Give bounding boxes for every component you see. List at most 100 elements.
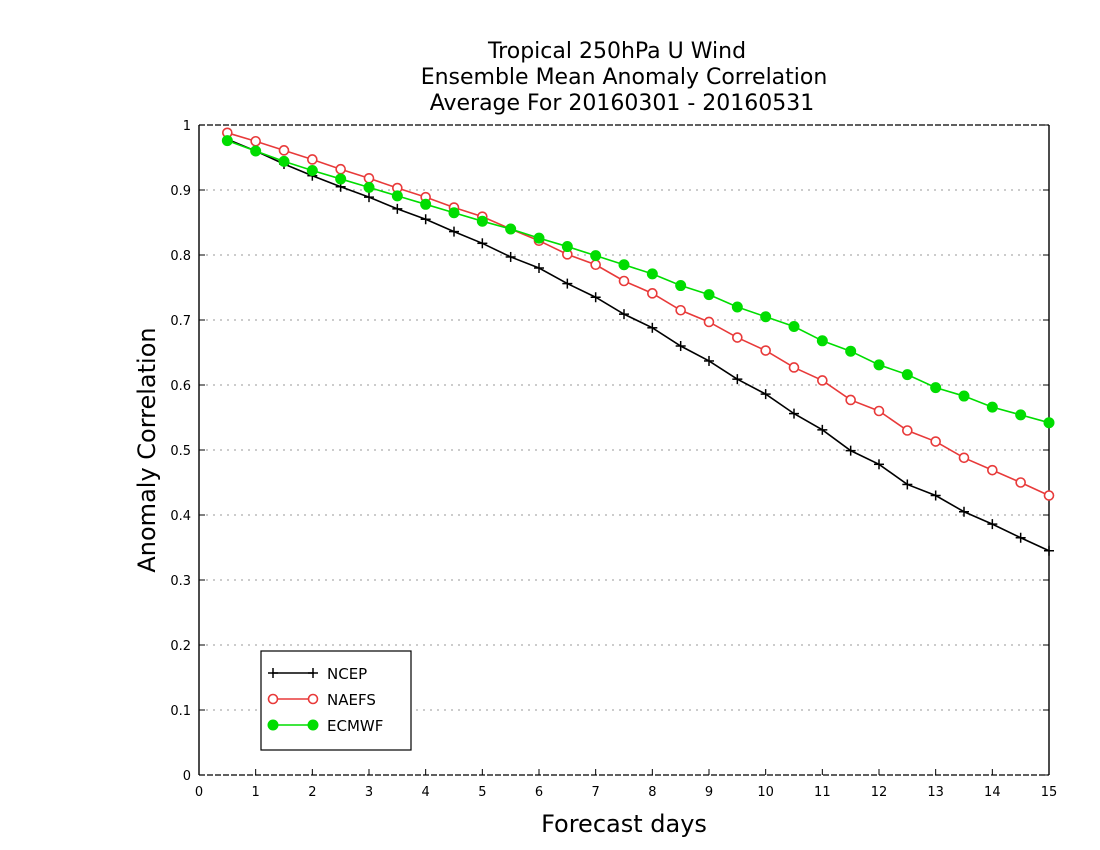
point-ecmwf-26	[958, 390, 970, 402]
point-naefs-16	[675, 304, 686, 316]
point-ecmwf-21	[816, 335, 828, 347]
point-ecmwf-19	[760, 311, 772, 323]
point-ecmwf-13	[590, 250, 602, 262]
legend-box	[260, 650, 412, 751]
point-naefs-26	[958, 452, 970, 464]
point-ncep-20	[789, 408, 799, 419]
point-ecmwf-0	[221, 135, 233, 147]
point-naefs-4	[335, 163, 346, 175]
point-ncep-11	[534, 263, 544, 273]
legend-marker-end-naefs	[307, 693, 319, 705]
point-ecmwf-2	[278, 155, 290, 167]
x-tick-label-15: 15	[1041, 785, 1058, 800]
x-axis-label: Forecast days	[541, 810, 707, 838]
legend-marker-end-ecmwf	[307, 719, 319, 731]
point-naefs-2	[278, 145, 290, 156]
point-ecmwf-3	[306, 165, 318, 176]
x-tick-label-1: 1	[252, 785, 260, 800]
point-ecmwf-29	[1043, 417, 1055, 429]
point-ecmwf-18	[731, 301, 743, 313]
point-naefs-1	[250, 135, 261, 147]
x-tick-label-11: 11	[814, 785, 831, 800]
x-tick-label-2: 2	[308, 785, 316, 800]
point-ecmwf-4	[335, 173, 347, 185]
legend-label-ecmwf: ECMWF	[327, 717, 383, 735]
legend-marker-start-naefs	[267, 693, 279, 705]
point-naefs-22	[845, 394, 856, 406]
y-tick-label-10: 1	[183, 119, 191, 134]
point-ecmwf-11	[533, 232, 545, 244]
x-tick-label-7: 7	[592, 785, 600, 800]
legend-marker-start-ncep	[268, 668, 278, 678]
x-tick-label-8: 8	[648, 785, 656, 800]
x-tick-label-6: 6	[535, 785, 543, 800]
point-naefs-14	[618, 275, 630, 287]
point-naefs-23	[873, 405, 885, 417]
point-ncep-14	[619, 309, 629, 320]
point-naefs-28	[1015, 477, 1026, 488]
x-tick-label-0: 0	[195, 785, 203, 800]
point-ncep-13	[590, 292, 601, 303]
y-tick-label-2: 0.2	[170, 639, 191, 654]
x-tick-label-5: 5	[478, 785, 486, 800]
y-axis-label: Anomaly Correlation	[133, 327, 161, 572]
point-ncep-28	[1015, 532, 1026, 543]
point-ncep-21	[817, 424, 828, 435]
point-ncep-27	[987, 519, 998, 530]
series-line-ncep	[227, 138, 1050, 552]
point-naefs-13	[590, 259, 601, 271]
point-naefs-19	[760, 345, 771, 356]
point-naefs-17	[703, 316, 715, 328]
point-ecmwf-5	[363, 181, 375, 193]
y-tick-label-1: 0.1	[170, 704, 191, 719]
point-ecmwf-7	[420, 198, 432, 210]
point-ncep-17	[704, 355, 714, 366]
point-ncep-12	[562, 278, 573, 289]
point-ncep-22	[845, 445, 856, 456]
title-line-2: Ensemble Mean Anomaly Correlation	[421, 65, 828, 90]
point-naefs-21	[817, 375, 828, 386]
point-ncep-19	[760, 389, 771, 400]
y-tick-label-4: 0.4	[170, 509, 191, 524]
point-ecmwf-24	[901, 369, 913, 381]
y-tick-label-0: 0	[183, 769, 191, 784]
point-ecmwf-12	[561, 241, 573, 253]
y-tick-label-7: 0.7	[170, 314, 191, 329]
x-tick-label-12: 12	[871, 785, 888, 800]
legend-label-naefs: NAEFS	[327, 691, 376, 709]
point-naefs-29	[1043, 490, 1055, 501]
series-naefs	[222, 127, 1055, 501]
point-ncep-26	[959, 506, 969, 517]
y-tick-label-6: 0.6	[170, 379, 191, 394]
axes: 00.10.20.30.40.50.60.70.80.910 1 2 3 4 5 6 7 8 9 1…	[170, 119, 1057, 800]
point-naefs-18	[732, 332, 743, 343]
point-ecmwf-17	[703, 289, 715, 301]
point-ncep-29	[1044, 545, 1054, 556]
legend-marker-start-ecmwf	[267, 719, 279, 731]
point-ncep-10	[505, 251, 516, 262]
point-naefs-5	[363, 173, 375, 184]
legend-label-ncep: NCEP	[327, 665, 367, 683]
point-ncep-5	[364, 192, 374, 203]
point-ecmwf-22	[845, 345, 857, 357]
point-ecmwf-27	[986, 401, 998, 413]
point-ncep-15	[647, 322, 658, 333]
series-ecmwf	[221, 135, 1055, 429]
point-naefs-25	[930, 436, 941, 447]
series-line-naefs	[227, 132, 1050, 497]
point-ecmwf-1	[250, 145, 262, 157]
point-ecmwf-10	[505, 223, 517, 235]
point-ecmwf-8	[448, 207, 460, 219]
point-ncep-7	[420, 214, 431, 225]
point-ncep-25	[930, 490, 941, 501]
point-naefs-24	[902, 425, 913, 436]
point-ecmwf-20	[788, 321, 800, 332]
x-tick-label-9: 9	[705, 785, 713, 800]
y-tick-label-3: 0.3	[170, 574, 191, 589]
x-tick-label-14: 14	[984, 785, 1001, 800]
point-naefs-27	[987, 464, 998, 476]
point-ecmwf-9	[476, 215, 488, 227]
x-tick-label-10: 10	[757, 785, 774, 800]
title-line-3: Average For 20160301 - 20160531	[430, 91, 815, 116]
